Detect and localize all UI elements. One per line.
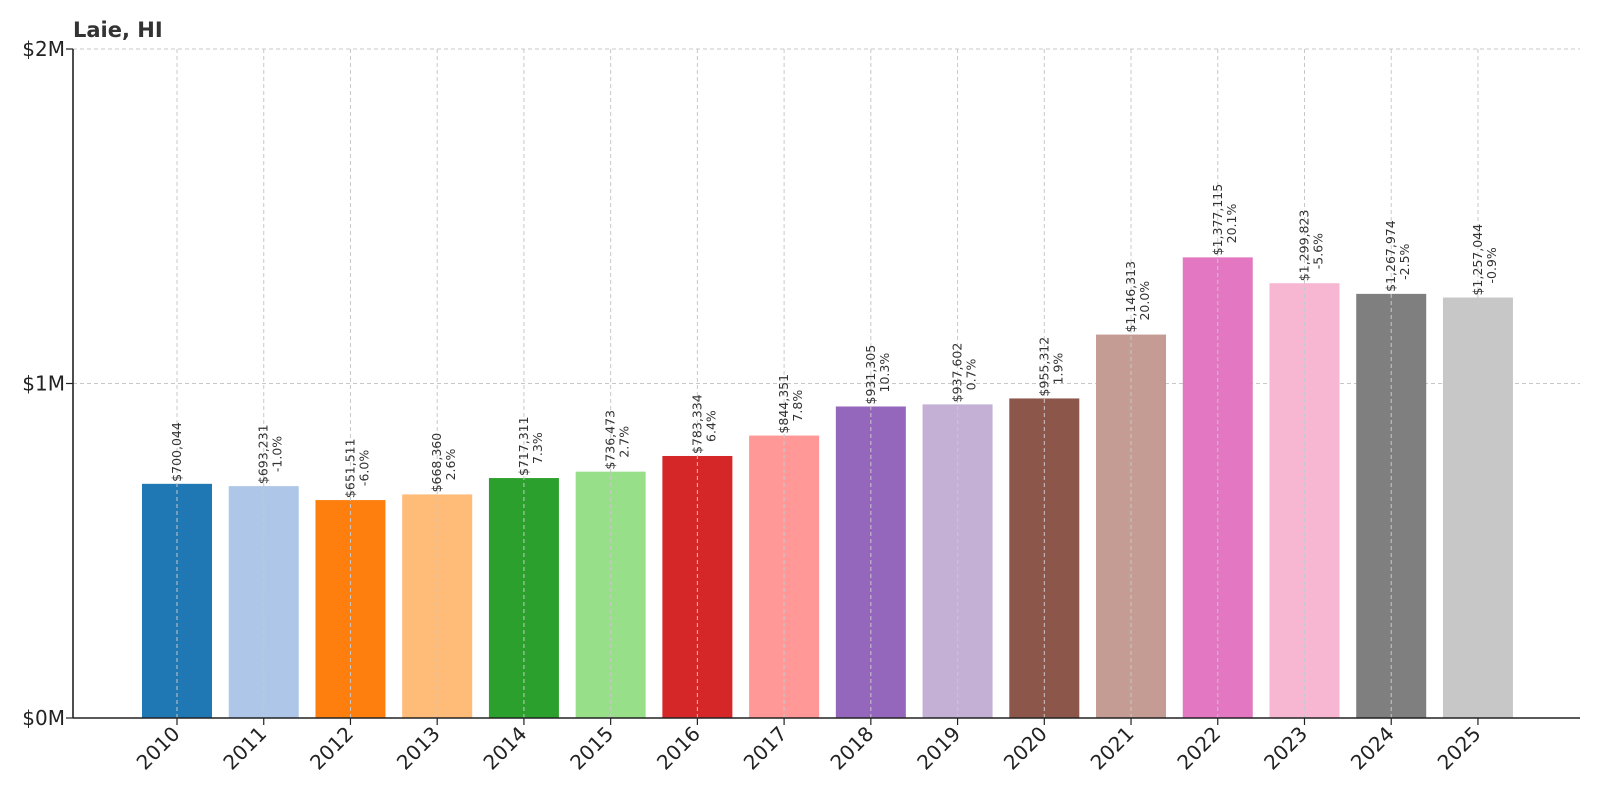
change-label: 10.3%: [877, 353, 892, 393]
change-label: -6.0%: [356, 450, 371, 486]
y-tick-label: $2M: [22, 37, 65, 61]
chart-title: Laie, HI: [73, 18, 163, 42]
bar-2016: [662, 455, 733, 718]
x-tick-label: 2022: [1172, 722, 1225, 775]
change-label: 7.8%: [790, 390, 805, 422]
change-label: 2.7%: [617, 426, 632, 458]
x-tick-labels: 2010 2011 2012 2013 2014 2015 2016 2017 2018 2019…: [132, 722, 1486, 775]
x-tick-label: 2021: [1086, 722, 1139, 775]
x-tick-label: 2015: [565, 722, 618, 775]
value-label: $651,511: [342, 438, 357, 498]
change-label: 1.9%: [1050, 353, 1065, 385]
bar-2020: [1009, 398, 1080, 718]
value-label: $1,267,974: [1383, 220, 1398, 292]
value-label: $783,334: [689, 394, 704, 454]
bar-2010: [142, 483, 212, 718]
value-label: $937,602: [950, 343, 965, 403]
x-tick-label: 2018: [825, 722, 878, 775]
grid-lines: [73, 48, 1580, 384]
value-label: $955,312: [1036, 337, 1051, 397]
value-label: $668,360: [429, 433, 444, 493]
y-tick-label: $0M: [22, 706, 65, 730]
x-tick-label: 2016: [652, 722, 705, 775]
value-label: $717,311: [516, 416, 531, 476]
x-tick-label: 2012: [305, 722, 358, 775]
y-tick-labels: $0M $1M $2M: [22, 37, 65, 730]
value-label: $736,473: [603, 410, 618, 470]
value-label: $700,044: [169, 422, 184, 482]
x-tick-label: 2014: [478, 722, 531, 775]
x-tick-label: 2024: [1346, 722, 1399, 775]
value-label: $1,377,115: [1210, 184, 1225, 256]
x-tick-label: 2019: [912, 722, 965, 775]
change-label: 20.0%: [1137, 281, 1152, 321]
x-tick-label: 2025: [1433, 722, 1486, 775]
change-label: 7.3%: [530, 432, 545, 464]
change-label: 0.7%: [964, 358, 979, 390]
x-tick-label: 2011: [218, 722, 271, 775]
axes: [66, 48, 1580, 725]
change-label: -0.9%: [1484, 247, 1499, 283]
data-labels: $700,044 $693,231 -1.0% $651,511 -6.0% $668,3…: [169, 184, 1499, 498]
change-label: 6.4%: [703, 410, 718, 442]
x-tick-label: 2010: [132, 722, 185, 775]
value-label: $1,146,313: [1123, 261, 1138, 333]
value-label: $1,257,044: [1470, 224, 1485, 296]
y-tick-label: $1M: [22, 372, 65, 396]
x-tick-label: 2013: [392, 722, 445, 775]
x-tick-label: 2023: [1259, 722, 1312, 775]
change-label: -5.6%: [1310, 233, 1325, 269]
change-label: -2.5%: [1397, 243, 1412, 279]
value-label: $1,299,823: [1296, 210, 1311, 282]
x-tick-label: 2020: [999, 722, 1052, 775]
change-label: 2.6%: [443, 449, 458, 481]
bar-2022: [1182, 257, 1253, 718]
x-tick-label: 2017: [739, 722, 792, 775]
change-label: -1.0%: [270, 436, 285, 472]
value-label: $931,305: [863, 345, 878, 405]
value-label: $693,231: [256, 424, 271, 484]
change-label: 20.1%: [1224, 204, 1239, 244]
value-label: $844,351: [776, 374, 791, 434]
